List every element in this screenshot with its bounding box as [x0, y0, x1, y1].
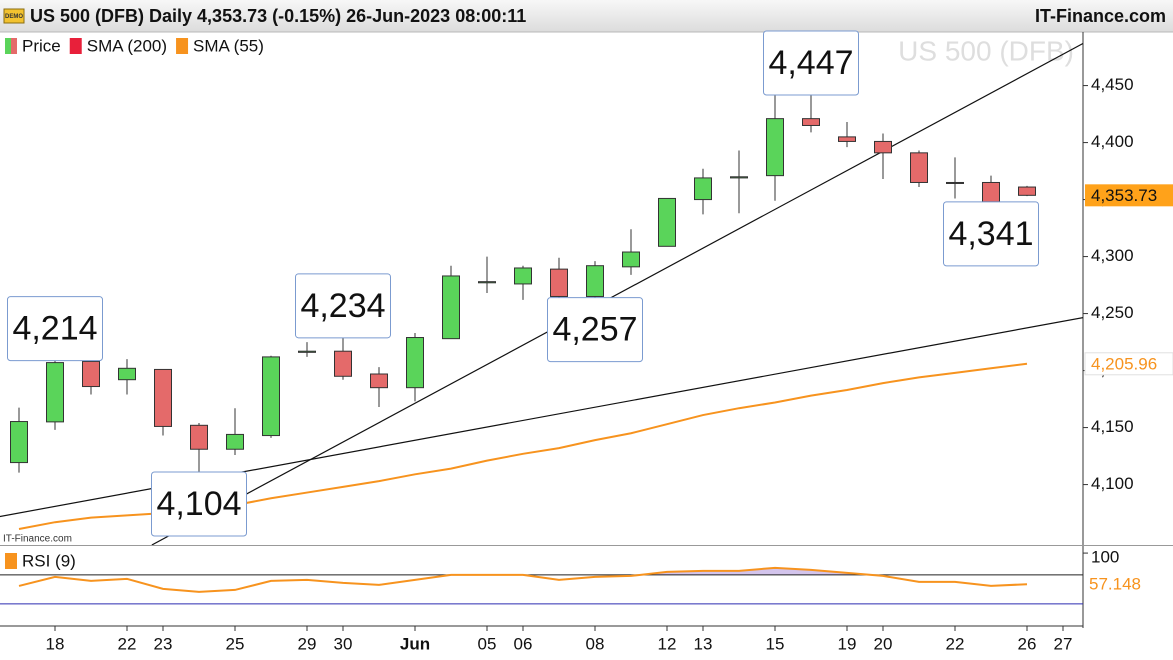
x-tick-label: Jun	[400, 634, 430, 653]
candle-body	[82, 360, 100, 388]
x-tick-label: 19	[838, 634, 857, 653]
y-tick-label: 4,400	[1091, 132, 1134, 151]
candle-body	[262, 356, 280, 437]
x-tick-label: 12	[658, 634, 677, 653]
x-tick-label: 30	[334, 634, 353, 653]
x-tick-label: 25	[226, 634, 245, 653]
candle-body	[550, 268, 568, 297]
candle-body	[190, 424, 208, 450]
candle-body	[10, 421, 28, 464]
annotation-box	[943, 201, 1039, 267]
x-tick-label: 13	[694, 634, 713, 653]
y-tick-label: 4,450	[1091, 75, 1134, 94]
candle-body	[802, 118, 820, 126]
rsi-line	[18, 566, 1028, 593]
x-tick-label: 29	[298, 634, 317, 653]
x-tick-label: 20	[874, 634, 893, 653]
x-tick-label: 08	[586, 634, 605, 653]
y-tick-label: 4,300	[1091, 246, 1134, 265]
source: IT-Finance.com	[3, 534, 72, 545]
candle-body	[118, 367, 136, 381]
sma-last-box	[1084, 352, 1173, 376]
price-panel	[0, 42, 1083, 545]
annotation-box	[547, 297, 643, 363]
y-tick-label: 4,150	[1091, 417, 1134, 436]
candle-body	[1018, 186, 1036, 196]
y-tick-label: 4,100	[1091, 474, 1134, 493]
annotation-label: 4,234	[300, 287, 385, 325]
annotation-label: 4,447	[768, 44, 853, 82]
x-tick-label: 23	[154, 634, 173, 653]
legend-swatch-up	[5, 38, 11, 54]
legend-label: Price	[22, 36, 61, 55]
candle-body	[154, 368, 172, 427]
x-tick-label: 22	[118, 634, 137, 653]
rsi-panel	[0, 566, 1083, 605]
overbought-fill	[19, 567, 1027, 575]
legend-label: SMA (55)	[193, 36, 264, 55]
demo-badge-text: DEMO	[5, 14, 23, 20]
rsi-last-label: 57.148	[1089, 575, 1141, 594]
annotation-box	[763, 30, 859, 96]
watermark: US 500 (DFB)	[898, 35, 1074, 66]
candle-body	[622, 251, 640, 268]
x-tick-label: 06	[514, 634, 533, 653]
candle-body	[514, 267, 532, 285]
demo-badge	[3, 8, 25, 24]
x-tick-label: 18	[46, 634, 65, 653]
last-price-box	[1085, 184, 1173, 207]
title: US 500 (DFB) Daily 4,353.73 (-0.15%) 26-…	[30, 6, 526, 26]
candle-body	[370, 373, 388, 389]
annotation-box	[151, 471, 247, 537]
candle-body	[478, 281, 496, 284]
annotation-label: 4,104	[156, 485, 241, 523]
brand: IT-Finance.com	[1035, 6, 1166, 26]
annotation-label: 4,214	[12, 310, 97, 348]
candle-body	[730, 176, 748, 179]
rsi-legend-swatch	[5, 553, 17, 569]
annotation-label: 4,341	[948, 215, 1033, 253]
candle-body	[334, 350, 352, 377]
candle-body	[982, 181, 1000, 203]
last-price-label: 4,353.73	[1091, 186, 1157, 205]
header-bar	[0, 0, 1173, 32]
candle-body	[442, 275, 460, 340]
x-tick-label: 22	[946, 634, 965, 653]
candle-body	[874, 140, 892, 154]
x-tick-label: 26	[1018, 634, 1037, 653]
x-tick-label: 05	[478, 634, 497, 653]
legend-swatch	[176, 38, 189, 54]
annotation-box	[7, 296, 103, 362]
legend-label: SMA (200)	[87, 36, 167, 55]
y-tick-label: 4,250	[1091, 303, 1134, 322]
candle-body	[694, 177, 712, 201]
candle-body	[766, 118, 784, 177]
candle-body	[406, 337, 424, 389]
candle-body	[946, 181, 964, 184]
annotation-label: 4,257	[552, 311, 637, 349]
candle-body	[226, 433, 244, 450]
sma-last-label: 4,205.96	[1091, 354, 1157, 373]
candle-body	[586, 265, 604, 297]
legend-swatch-down	[11, 38, 17, 54]
candle-body	[838, 136, 856, 142]
candle-body	[658, 197, 676, 247]
candle-body	[910, 152, 928, 183]
x-tick-label: 15	[766, 634, 785, 653]
rsi-tick-label: 100	[1091, 548, 1119, 567]
legend-swatch	[69, 38, 82, 54]
candle-body	[298, 350, 316, 353]
trendline	[151, 42, 1083, 545]
rsi-last-box	[1085, 573, 1165, 596]
overlay: 4,1004,1504,2004,2504,3004,3504,4004,450…	[5, 30, 1173, 653]
candle-body	[46, 362, 64, 423]
annotation-box	[295, 273, 391, 339]
x-tick-label: 27	[1054, 634, 1073, 653]
rsi-legend-label: RSI (9)	[22, 551, 76, 570]
